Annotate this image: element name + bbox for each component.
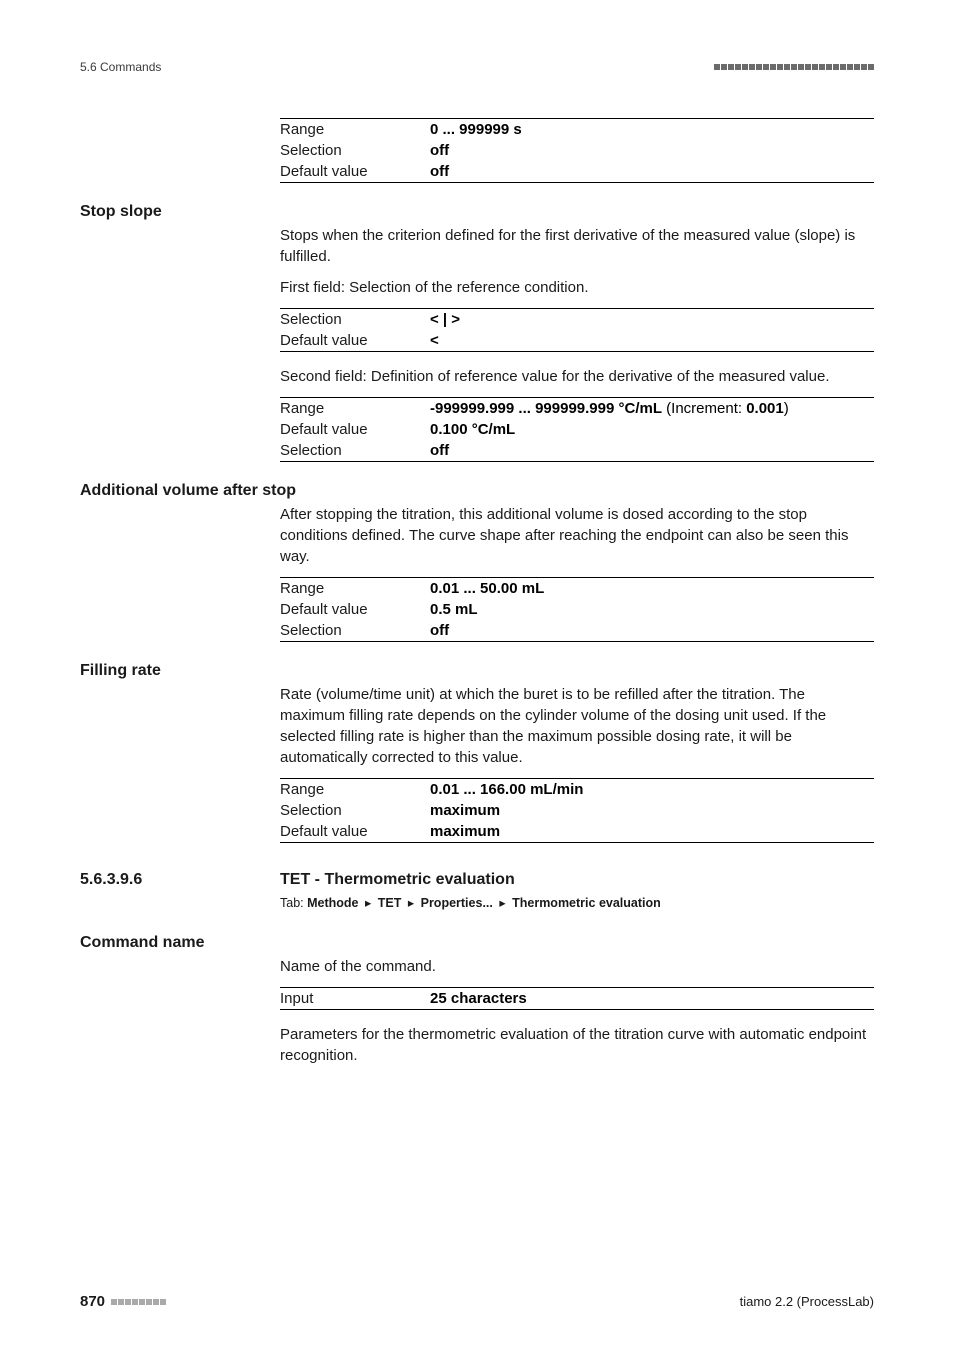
spec-row: Range-999999.999 ... 999999.999 °C/mL (I… (280, 398, 874, 419)
page-footer: 870 tiamo 2.2 (ProcessLab) (80, 1293, 874, 1310)
spec-row: Default value0.5 mL (280, 599, 874, 620)
spec-key: Range (280, 781, 430, 798)
spec-table-stop-slope-2: Range-999999.999 ... 999999.999 °C/mL (I… (280, 397, 874, 462)
spec-key: Default value (280, 163, 430, 180)
breadcrumb-item: Methode (307, 896, 358, 910)
spec-key: Default value (280, 601, 430, 618)
breadcrumb-item: Thermometric evaluation (512, 896, 661, 910)
header-ornament (714, 64, 874, 70)
spec-row: Selection< | > (280, 309, 874, 330)
spec-key: Selection (280, 311, 430, 328)
spec-key: Range (280, 121, 430, 138)
para-stop-slope-1: Stops when the criterion defined for the… (280, 225, 874, 267)
spec-value: 0.01 ... 50.00 mL (430, 580, 874, 597)
page-header: 5.6 Commands (80, 60, 874, 74)
spec-table-stop-slope-1: Selection< | >Default value< (280, 308, 874, 352)
para-command-name-1: Name of the command. (280, 956, 874, 977)
spec-table-top: Range0 ... 999999 sSelectionoffDefault v… (280, 118, 874, 183)
spec-row: Range0.01 ... 166.00 mL/min (280, 779, 874, 800)
para-stop-slope-3: Second field: Definition of reference va… (280, 366, 874, 387)
spec-key: Default value (280, 823, 430, 840)
footer-product-label: tiamo 2.2 (ProcessLab) (740, 1294, 874, 1309)
spec-value: off (430, 163, 874, 180)
subsection-title: TET - Thermometric evaluation (280, 871, 874, 889)
chevron-right-icon: ▸ (499, 895, 505, 910)
spec-key: Range (280, 580, 430, 597)
spec-key: Selection (280, 442, 430, 459)
spec-value: off (430, 622, 874, 639)
spec-table-command-name: Input25 characters (280, 987, 874, 1010)
para-command-name-2: Parameters for the thermometric evaluati… (280, 1024, 874, 1066)
spec-row: Selectionoff (280, 620, 874, 641)
spec-value: < | > (430, 311, 874, 328)
spec-row: Input25 characters (280, 988, 874, 1009)
tab-breadcrumb: Tab: Methode ▸ TET ▸ Properties... ▸ The… (280, 895, 874, 910)
spec-key: Range (280, 400, 430, 417)
spec-row: Default valuemaximum (280, 821, 874, 842)
spec-value: -999999.999 ... 999999.999 °C/mL (Increm… (430, 400, 874, 417)
subsection-number: 5.6.3.9.6 (80, 871, 270, 889)
spec-row: Range0.01 ... 50.00 mL (280, 578, 874, 599)
spec-table-add-vol: Range0.01 ... 50.00 mLDefault value0.5 m… (280, 577, 874, 642)
spec-row: Selectionoff (280, 140, 874, 161)
spec-row: Selectionoff (280, 440, 874, 461)
spec-value: 0.5 mL (430, 601, 874, 618)
para-add-vol: After stopping the titration, this addit… (280, 504, 874, 567)
heading-stop-slope: Stop slope (80, 203, 270, 221)
spec-value: 25 characters (430, 990, 874, 1007)
footer-page-number: 870 (80, 1293, 105, 1310)
spec-value: 0.01 ... 166.00 mL/min (430, 781, 874, 798)
chevron-right-icon: ▸ (408, 895, 414, 910)
spec-key: Selection (280, 142, 430, 159)
breadcrumb-item: Properties... (421, 896, 493, 910)
spec-value: 0 ... 999999 s (430, 121, 874, 138)
spec-key: Default value (280, 421, 430, 438)
spec-value: 0.100 °C/mL (430, 421, 874, 438)
header-section-label: 5.6 Commands (80, 60, 161, 74)
spec-key: Selection (280, 802, 430, 819)
spec-key: Input (280, 990, 430, 1007)
spec-value: maximum (430, 823, 874, 840)
heading-command-name: Command name (80, 934, 270, 952)
spec-key: Default value (280, 332, 430, 349)
spec-row: Default value0.100 °C/mL (280, 419, 874, 440)
spec-row: Range0 ... 999999 s (280, 119, 874, 140)
spec-value: off (430, 142, 874, 159)
chevron-right-icon: ▸ (365, 895, 371, 910)
spec-key: Selection (280, 622, 430, 639)
para-stop-slope-2: First field: Selection of the reference … (280, 277, 874, 298)
spec-value: off (430, 442, 874, 459)
footer-ornament (111, 1299, 166, 1305)
spec-row: Default value< (280, 330, 874, 351)
heading-filling-rate: Filling rate (80, 662, 270, 680)
spec-value: maximum (430, 802, 874, 819)
spec-row: Selectionmaximum (280, 800, 874, 821)
spec-table-filling-rate: Range0.01 ... 166.00 mL/minSelectionmaxi… (280, 778, 874, 843)
heading-add-vol: Additional volume after stop (80, 482, 296, 500)
para-filling-rate: Rate (volume/time unit) at which the bur… (280, 684, 874, 768)
spec-row: Default valueoff (280, 161, 874, 182)
breadcrumb-item: TET (378, 896, 402, 910)
spec-value: < (430, 332, 874, 349)
